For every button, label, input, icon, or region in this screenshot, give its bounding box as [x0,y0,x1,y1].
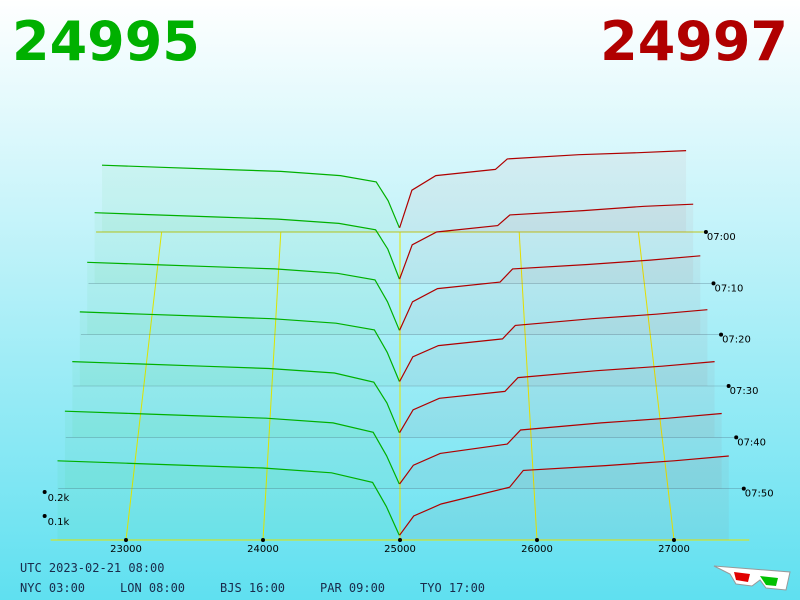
ask-depth-line [399,309,708,382]
ask-depth-line [399,255,701,331]
bid-area [79,311,400,386]
ask-depth-line [399,361,715,434]
tick-mark [703,230,708,234]
x-tick-label: 24000 [247,544,279,555]
bid-depth-line [64,410,400,485]
ask-area [399,255,701,335]
ask-depth-line [399,203,694,280]
bid-area [87,262,400,335]
y-tick-label: 07:40 [737,437,766,448]
y-tick-label: 07:30 [730,386,759,397]
bid-depth-line [72,361,400,433]
x-tick-label: 26000 [521,544,553,555]
bid-area [72,361,400,438]
ask-area [399,204,694,284]
y-tick-label: 07:50 [745,489,774,500]
tick-mark [741,486,746,491]
tick-mark [711,281,716,286]
ask-depth-line [399,412,722,485]
x-tick-label: 27000 [658,544,690,555]
y-tick-label: 07:00 [707,232,736,243]
ask-area [399,413,722,489]
tick-mark [42,490,47,494]
bid-depth-line [79,311,400,382]
tick-mark [672,538,676,542]
x-tick-label: 25000 [384,544,416,555]
ask-area [399,309,708,386]
bid-area [57,460,400,540]
tick-mark [734,435,739,440]
ask-depth-line [399,455,729,536]
zone-time: NYC 03:00 [20,581,85,595]
glasses-icon [713,565,791,591]
ask-price: 24997 [600,10,788,73]
tick-mark [261,538,265,542]
bid-price: 24995 [12,10,200,73]
tick-mark [535,538,539,542]
bid-depth-line [57,460,400,536]
z-tick-label: 0.1k [48,517,70,528]
bid-depth-line [101,164,400,229]
bid-area [64,411,400,489]
z-tick-label: 0.2k [48,493,70,504]
tick-mark [726,384,731,388]
zone-time: BJS 16:00 [220,581,285,595]
tick-mark [124,538,128,542]
y-tick-label: 07:10 [715,283,744,294]
bid-depth-line [87,261,400,331]
bid-depth-line [94,212,400,280]
tick-mark [719,332,724,337]
zone-time: TYO 17:00 [420,581,485,595]
ask-area [399,150,687,232]
utc-time: UTC 2023-02-21 08:00 [20,561,165,575]
ask-area [399,361,715,438]
zone-time: PAR 09:00 [320,581,385,595]
zone-time: LON 08:00 [120,581,185,595]
tick-mark [398,538,402,542]
tick-mark [42,514,47,518]
ask-depth-line [399,150,687,228]
y-tick-label: 07:20 [722,335,751,346]
x-tick-label: 23000 [110,544,142,555]
ask-area [399,456,729,540]
